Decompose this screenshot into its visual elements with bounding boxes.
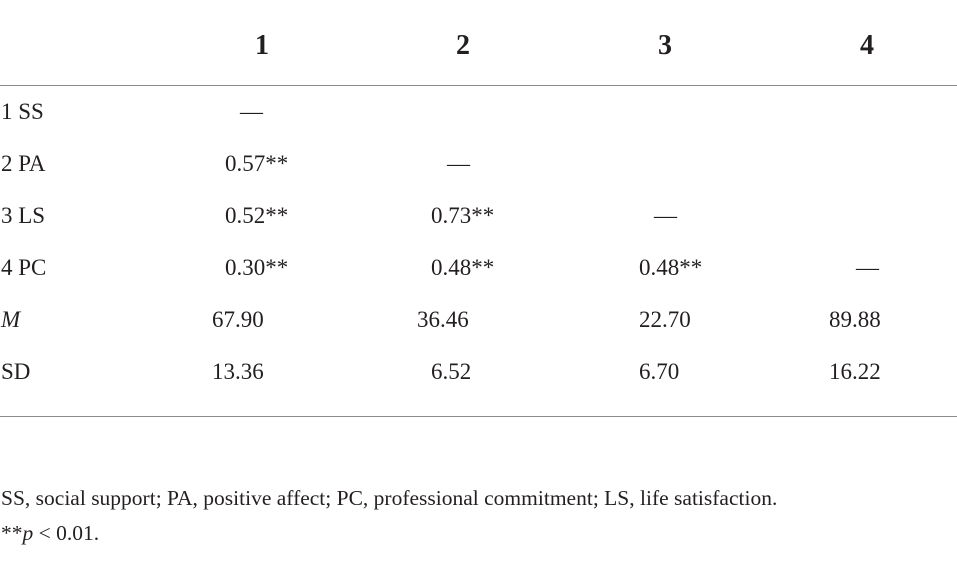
table-cell: 89.88 (829, 307, 881, 332)
table-cell: 36.46 (417, 307, 469, 332)
table-cell: 22.70 (639, 307, 691, 332)
table-cell: 0.73** (431, 203, 495, 228)
table-cell: 13.36 (212, 359, 264, 384)
table-cell: 0.30** (225, 255, 289, 280)
table-cell: 16.22 (829, 359, 881, 384)
table-cell: — (654, 203, 677, 228)
footnote-significance: **p < 0.01. (1, 518, 99, 548)
table-cell: — (240, 99, 263, 124)
table-cell: — (447, 151, 470, 176)
row-label-pa: 2 PA (1, 151, 46, 176)
table-cell: — (856, 255, 879, 280)
table-cell: 0.52** (225, 203, 289, 228)
row-label-sd: SD (1, 359, 31, 384)
significance-threshold: < 0.01. (33, 521, 100, 545)
table-cell: 0.48** (431, 255, 495, 280)
row-label-ls: 3 LS (1, 203, 46, 228)
row-label-mean: M (1, 307, 21, 332)
table-bottom-rule (0, 416, 957, 417)
table-cell: 6.70 (639, 359, 680, 384)
footnote-abbreviations: SS, social support; PA, positive affect;… (1, 486, 778, 510)
row-label-ss: 1 SS (1, 99, 44, 124)
column-header-2: 2 (456, 30, 470, 61)
column-header-4: 4 (860, 30, 874, 61)
significance-stars: ** (1, 521, 23, 545)
row-label-pc: 4 PC (1, 255, 47, 280)
column-header-1: 1 (255, 30, 269, 61)
significance-p: p (22, 521, 34, 545)
table-top-rule (0, 85, 957, 86)
table-cell: 67.90 (212, 307, 264, 332)
column-header-3: 3 (658, 30, 672, 61)
table-cell: 0.48** (639, 255, 703, 280)
table-cell: 0.57** (225, 151, 289, 176)
table-cell: 6.52 (431, 359, 472, 384)
